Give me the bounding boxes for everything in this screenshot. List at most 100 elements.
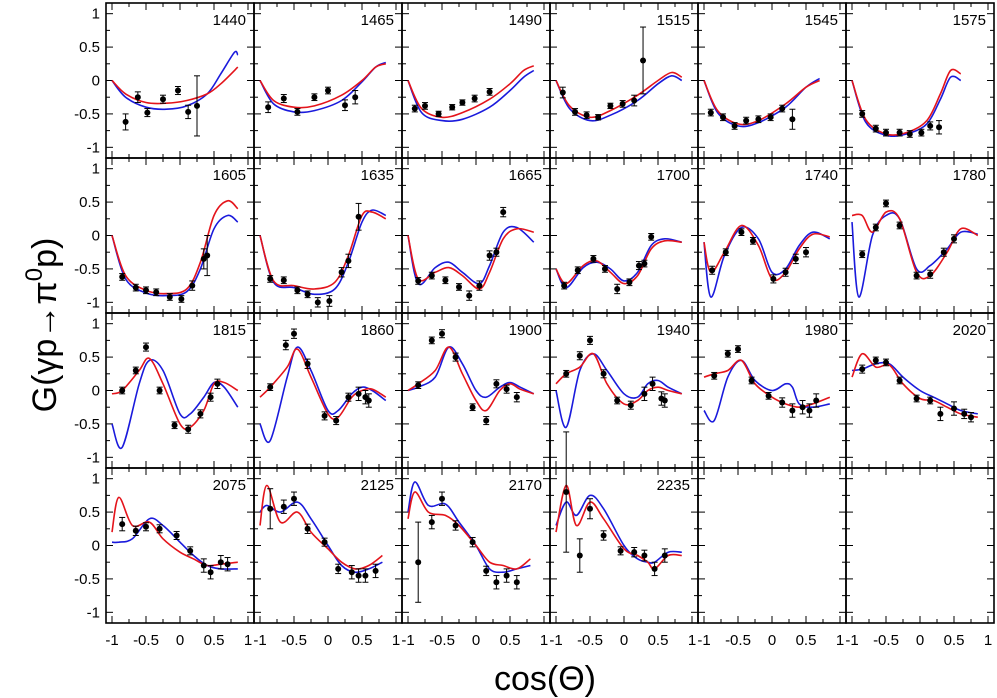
x-tick-label: 0 — [324, 632, 332, 649]
data-marker — [749, 237, 756, 244]
data-point — [471, 94, 478, 103]
data-marker — [961, 410, 968, 417]
data-marker — [280, 277, 287, 284]
data-marker — [576, 352, 583, 359]
data-point — [709, 265, 716, 275]
data-point — [572, 108, 579, 116]
data-point — [738, 228, 745, 236]
blue-model-curve — [259, 501, 383, 574]
data-point — [428, 514, 435, 530]
data-point — [466, 290, 473, 301]
data-point — [641, 386, 648, 402]
data-marker — [927, 122, 934, 129]
red-model-curve — [407, 65, 535, 119]
data-point — [311, 93, 318, 102]
data-marker — [803, 249, 809, 256]
data-point — [143, 522, 149, 532]
data-marker — [559, 89, 566, 96]
x-tick-label: -1 — [253, 632, 266, 649]
data-marker — [428, 337, 435, 344]
panel-ticks — [550, 468, 698, 623]
data-point — [486, 88, 493, 96]
data-point — [469, 536, 476, 548]
data-point — [614, 396, 621, 405]
x-tick-label: 0 — [176, 632, 184, 649]
data-point — [267, 275, 274, 283]
panel-1900: 1900 — [401, 312, 551, 469]
data-point — [927, 121, 934, 131]
data-point — [968, 412, 974, 423]
x-tick-label: 0.5 — [796, 632, 817, 649]
energy-label: 1440 — [213, 12, 246, 29]
y-tick-label: -1 — [87, 449, 100, 466]
data-point — [214, 378, 221, 389]
energy-label: 1700 — [657, 167, 690, 184]
energy-label: 1515 — [657, 12, 690, 29]
data-point — [651, 561, 658, 577]
data-marker — [486, 252, 493, 259]
panel-1635: 1635 — [253, 157, 403, 314]
blue-model-curve — [407, 346, 535, 399]
panel-ticks — [846, 158, 994, 313]
energy-label: 1860 — [361, 322, 394, 339]
data-point — [338, 267, 345, 278]
data-marker — [156, 525, 163, 532]
x-tick-label: 0 — [472, 632, 480, 649]
data-marker — [493, 380, 500, 387]
red-model-curve — [111, 199, 239, 295]
data-point — [513, 392, 520, 403]
data-marker — [872, 224, 879, 231]
energy-label: 1980 — [805, 322, 838, 339]
data-point — [913, 394, 920, 403]
data-point — [160, 94, 166, 104]
data-point — [333, 416, 340, 426]
y-tick-label: -0.5 — [74, 571, 100, 588]
data-point — [631, 94, 638, 107]
data-point — [755, 115, 762, 124]
data-point — [648, 232, 655, 241]
data-marker — [338, 269, 345, 276]
data-point — [267, 488, 274, 530]
data-marker — [631, 549, 638, 556]
data-marker — [595, 114, 602, 121]
data-point — [415, 521, 422, 603]
data-marker — [574, 267, 581, 274]
x-tick-label: -1 — [549, 632, 562, 649]
blue-model-curve — [555, 74, 683, 122]
panel-ticks — [254, 313, 402, 468]
data-point — [806, 403, 813, 418]
blue-model-curve — [407, 481, 531, 574]
data-marker — [738, 229, 745, 236]
data-marker — [348, 569, 355, 576]
data-point — [576, 538, 583, 573]
data-marker — [513, 394, 520, 401]
data-marker — [600, 370, 607, 377]
data-point — [803, 247, 809, 258]
data-marker — [724, 350, 731, 357]
data-marker — [937, 410, 944, 417]
panel-ticks — [106, 468, 254, 623]
data-point — [348, 565, 355, 580]
data-point — [207, 565, 214, 580]
energy-label: 1665 — [509, 167, 542, 184]
data-marker — [883, 359, 889, 366]
data-point — [587, 498, 593, 520]
panel-empty-22 — [697, 467, 847, 624]
data-point — [872, 124, 879, 133]
data-marker — [627, 402, 634, 409]
data-marker — [321, 539, 328, 546]
energy-label: 2170 — [509, 477, 542, 494]
data-point — [749, 237, 756, 245]
red-model-curve — [259, 210, 387, 290]
red-model-curve — [259, 348, 387, 420]
y-tick-label: 1 — [92, 471, 100, 488]
x-tick-label: -1 — [401, 632, 414, 649]
data-marker — [720, 114, 727, 121]
data-point — [872, 356, 879, 365]
data-marker — [466, 292, 473, 299]
data-point — [282, 339, 289, 351]
data-marker — [765, 392, 772, 399]
data-marker — [563, 489, 570, 496]
data-marker — [483, 567, 490, 574]
data-point — [799, 400, 806, 415]
